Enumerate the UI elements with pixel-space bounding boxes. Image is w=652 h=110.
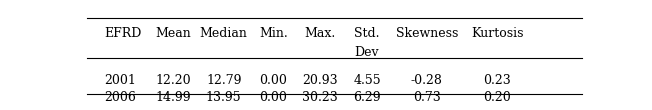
Text: Std.: Std. — [354, 27, 379, 40]
Text: 0.00: 0.00 — [259, 74, 288, 87]
Text: 0.00: 0.00 — [259, 91, 288, 104]
Text: Dev: Dev — [355, 46, 379, 59]
Text: 4.55: 4.55 — [353, 74, 381, 87]
Text: 2006: 2006 — [104, 91, 136, 104]
Text: 14.99: 14.99 — [155, 91, 191, 104]
Text: 0.23: 0.23 — [483, 74, 511, 87]
Text: 6.29: 6.29 — [353, 91, 381, 104]
Text: 2001: 2001 — [104, 74, 136, 87]
Text: Skewness: Skewness — [396, 27, 458, 40]
Text: 20.93: 20.93 — [302, 74, 338, 87]
Text: 12.79: 12.79 — [206, 74, 241, 87]
Text: 13.95: 13.95 — [206, 91, 241, 104]
Text: -0.28: -0.28 — [411, 74, 443, 87]
Text: Max.: Max. — [304, 27, 335, 40]
Text: 0.73: 0.73 — [413, 91, 441, 104]
Text: Mean: Mean — [155, 27, 191, 40]
Text: Kurtosis: Kurtosis — [471, 27, 524, 40]
Text: Median: Median — [200, 27, 248, 40]
Text: 30.23: 30.23 — [302, 91, 338, 104]
Text: 0.20: 0.20 — [483, 91, 511, 104]
Text: 12.20: 12.20 — [155, 74, 191, 87]
Text: EFRD: EFRD — [104, 27, 141, 40]
Text: Min.: Min. — [259, 27, 288, 40]
